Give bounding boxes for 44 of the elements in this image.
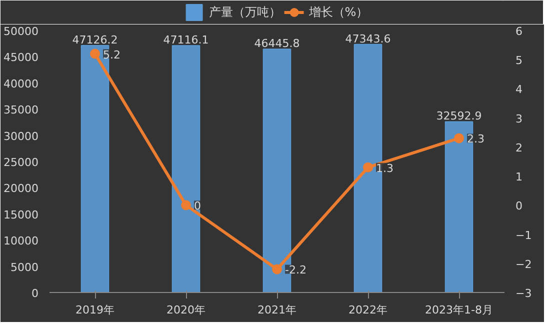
y2-tick-label: 3 [516, 112, 522, 126]
data-label: 2.3 [467, 132, 484, 146]
x-tick-label: 2020年 [166, 304, 206, 316]
point [454, 133, 464, 144]
y2-tick-label: 0 [516, 200, 522, 213]
y-tick-label: 35000 [4, 104, 39, 117]
y2-tick-label: −2 [516, 258, 532, 271]
legend-label: 产量（万吨） [208, 4, 281, 20]
data-label: -2.2 [285, 264, 306, 277]
y2-tick-label: 5 [516, 54, 522, 68]
y2-tick-label: −1 [516, 228, 532, 242]
y-tick-label: 15000 [4, 208, 39, 222]
y-tick-label: 40000 [4, 77, 39, 90]
data-label: 5.2 [103, 48, 120, 62]
data-label: 0 [194, 200, 201, 213]
bar [172, 45, 200, 292]
y-tick-label: 0 [32, 287, 38, 300]
data-label: 47116.1 [163, 34, 209, 47]
x-tick-label: 2021年 [258, 304, 297, 316]
point [272, 264, 282, 274]
x-tick-label: 2022年 [348, 304, 388, 316]
data-label: 32592.9 [436, 110, 482, 123]
y-tick-label: 5000 [10, 260, 39, 274]
y2-tick-label: 4 [516, 83, 522, 96]
y-tick-label: 25000 [4, 156, 39, 169]
y-tick-label: 20000 [4, 182, 39, 196]
legend-label: 增长（%） [308, 4, 368, 20]
point [181, 200, 191, 210]
x-tick-label: 2023年1-8月 [425, 304, 493, 316]
data-label: 47126.2 [72, 34, 118, 47]
y2-tick-label: 6 [516, 25, 522, 38]
point [90, 48, 100, 59]
y-tick-label: 50000 [4, 25, 39, 38]
x-tick-label: 2019年 [76, 304, 115, 316]
data-label: 46445.8 [254, 37, 300, 50]
y-tick-label: 10000 [4, 234, 39, 248]
y2-tick-label: 2 [516, 141, 522, 154]
y-tick-label: 30000 [4, 130, 39, 143]
data-label: 1.3 [376, 162, 394, 175]
y2-tick-label: −3 [516, 287, 532, 300]
data-label: 47343.6 [345, 32, 391, 46]
y2-tick-label: 1 [516, 170, 522, 184]
y-tick-label: 45000 [4, 51, 39, 64]
point [363, 162, 373, 172]
